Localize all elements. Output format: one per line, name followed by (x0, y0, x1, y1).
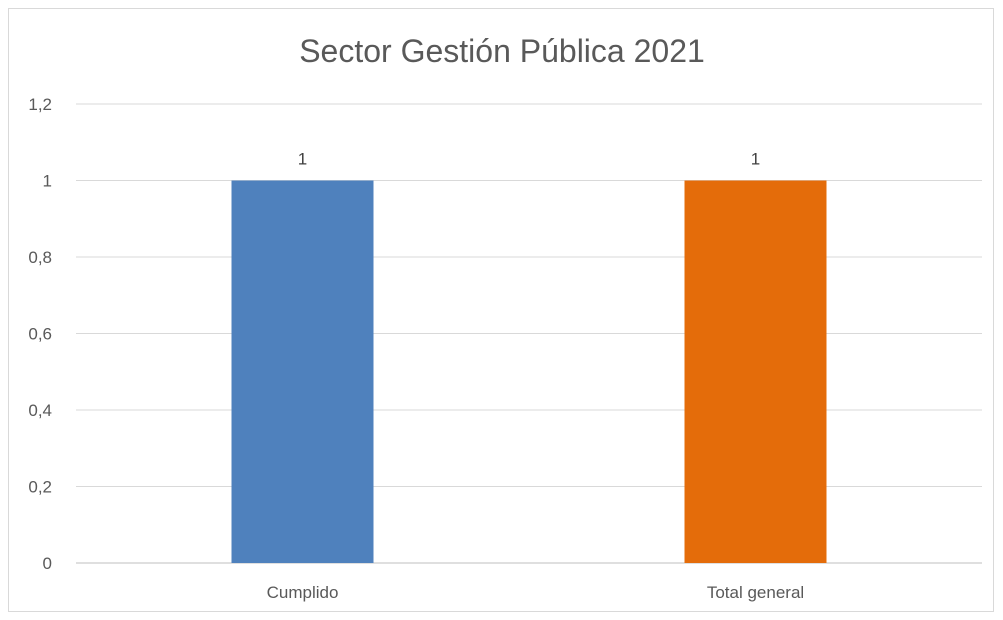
y-axis-ticks: 0 0,2 0,4 0,6 0,8 1 1,2 (28, 95, 52, 573)
y-tick-label: 0 (43, 554, 52, 573)
y-tick-label: 1,2 (28, 95, 52, 114)
bars (231, 180, 827, 563)
y-tick-label: 0,2 (28, 478, 52, 497)
chart-frame (8, 8, 994, 612)
x-axis-categories: Cumplido Total general (267, 583, 805, 602)
bar-2 (684, 180, 827, 563)
x-category-label: Cumplido (267, 583, 339, 602)
gridlines (76, 103, 982, 564)
y-tick-label: 1 (43, 172, 52, 191)
chart-title: Sector Gestión Pública 2021 (299, 33, 705, 69)
data-label: 1 (298, 150, 307, 169)
y-tick-label: 0,4 (28, 401, 52, 420)
y-tick-label: 0,8 (28, 248, 52, 267)
y-tick-label: 0,6 (28, 325, 52, 344)
x-category-label: Total general (707, 583, 804, 602)
data-label: 1 (751, 150, 760, 169)
bar-1 (231, 180, 374, 563)
